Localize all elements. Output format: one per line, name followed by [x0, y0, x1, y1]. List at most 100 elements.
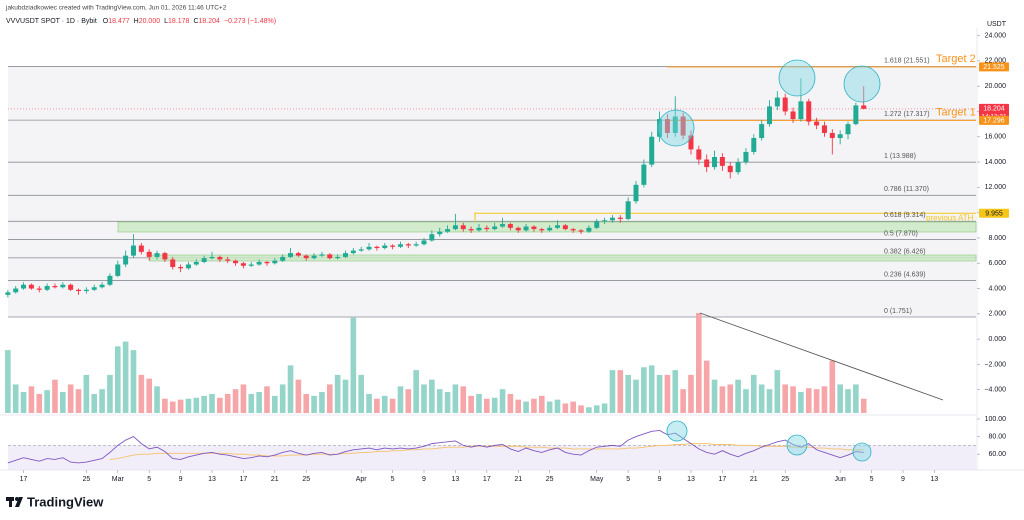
candle-body: [586, 227, 592, 232]
logo-mark: [9, 497, 12, 507]
volume-bar: [853, 384, 859, 413]
candle-body: [806, 101, 812, 122]
candle-body: [68, 284, 74, 290]
symbol-legend: VVVUSDT SPOT · 1D · Bybit O18.477 H20.000 L…: [6, 18, 276, 25]
y-tick-label: 8.000: [988, 235, 1006, 242]
volume-bar: [837, 384, 843, 413]
volume-bar: [91, 393, 98, 413]
currency: USDT: [987, 21, 1007, 28]
ohlc-value: 20.000: [139, 18, 161, 25]
volume-bar: [499, 389, 506, 413]
volume-bar: [201, 395, 207, 413]
volume-bar: [28, 386, 35, 413]
candle-body: [146, 251, 152, 257]
volume-bar: [601, 403, 608, 413]
volume-bar: [177, 399, 184, 413]
candle-body: [390, 245, 396, 247]
volume-bar: [185, 398, 192, 413]
candle-body: [99, 284, 105, 288]
volume-bar: [829, 360, 836, 413]
volume-bar: [805, 388, 812, 413]
ohlc-key: O: [103, 18, 109, 25]
candle-body: [272, 260, 278, 264]
candle-body: [233, 260, 239, 264]
volume-bar: [821, 386, 828, 413]
volume-bar: [743, 389, 749, 413]
volume-bar: [664, 374, 671, 413]
candle-body: [28, 284, 34, 289]
fib-label: 0.236 (4.639): [884, 271, 926, 278]
candle-body: [657, 119, 663, 137]
candle-body: [672, 116, 678, 133]
x-tick-label: 5: [870, 476, 874, 483]
candle-body: [798, 101, 804, 120]
x-tick-label: 21: [514, 476, 522, 483]
highlight-circle: [778, 59, 816, 97]
candle-body: [649, 136, 655, 165]
volume-bar: [67, 384, 74, 413]
volume-bar: [295, 379, 302, 413]
volume-bar: [656, 374, 663, 413]
price-tag-label: 17.296: [983, 117, 1005, 124]
candle-body: [609, 217, 615, 221]
volume-bar: [75, 389, 82, 413]
fib-area: [8, 66, 976, 317]
volume-bar: [436, 389, 443, 413]
volume-bar: [52, 379, 58, 413]
candle-body: [366, 246, 372, 250]
x-tick-label: 25: [781, 476, 789, 483]
candle-body: [688, 135, 694, 150]
volume-bar: [334, 374, 341, 413]
annotation: previous ATH: [926, 213, 974, 222]
volume-bar: [444, 392, 451, 413]
volume-bar: [248, 393, 255, 413]
candle-body: [861, 105, 867, 109]
fib-label: 0 (1.751): [884, 308, 912, 315]
fib-label: 1.618 (21.551): [884, 57, 930, 64]
volume-bar: [586, 407, 592, 413]
candle-body: [335, 256, 341, 259]
candle-body: [507, 224, 513, 228]
volume-bar: [570, 401, 576, 413]
candle-body: [115, 264, 121, 276]
volume-bar: [468, 395, 474, 413]
volume-bar: [727, 384, 734, 413]
fib-label: 1.272 (17.317): [884, 111, 930, 118]
volume-bar: [154, 386, 160, 413]
candle-body: [790, 111, 796, 120]
volume-bar: [381, 395, 388, 413]
volume-bar: [491, 397, 498, 413]
candle-body: [280, 256, 286, 261]
volume-bar: [429, 379, 435, 413]
x-tick-label: Mar: [112, 476, 125, 483]
volume-bar: [593, 405, 600, 413]
support-zone: [149, 254, 977, 262]
volume-bar: [798, 392, 804, 413]
annotation: Target 2: [936, 53, 976, 65]
candle-body: [319, 254, 325, 256]
volume-bar: [452, 384, 459, 413]
candle-body: [138, 245, 144, 252]
price-tag: [979, 62, 1009, 72]
rsi-line: [7, 429, 864, 464]
volume-bar: [319, 392, 325, 413]
brand: TradingView: [27, 494, 104, 509]
candle-body: [664, 119, 670, 133]
candle-body: [633, 184, 639, 202]
x-tick-label: 25: [546, 476, 554, 483]
candle-body: [76, 289, 82, 292]
volume-bar: [860, 398, 867, 413]
volume-bar: [750, 374, 757, 413]
price-tag-label: 18.204: [983, 105, 1005, 112]
candle-body: [594, 221, 600, 228]
candle-body: [766, 106, 772, 125]
highlight-circle: [843, 65, 881, 103]
x-tick-label: Apr: [356, 476, 368, 483]
rsi-band: [8, 445, 976, 470]
x-tick-label: May: [590, 476, 604, 483]
volume-bar: [44, 390, 50, 413]
candle-body: [193, 261, 199, 265]
ohlc-key: L: [164, 18, 168, 25]
